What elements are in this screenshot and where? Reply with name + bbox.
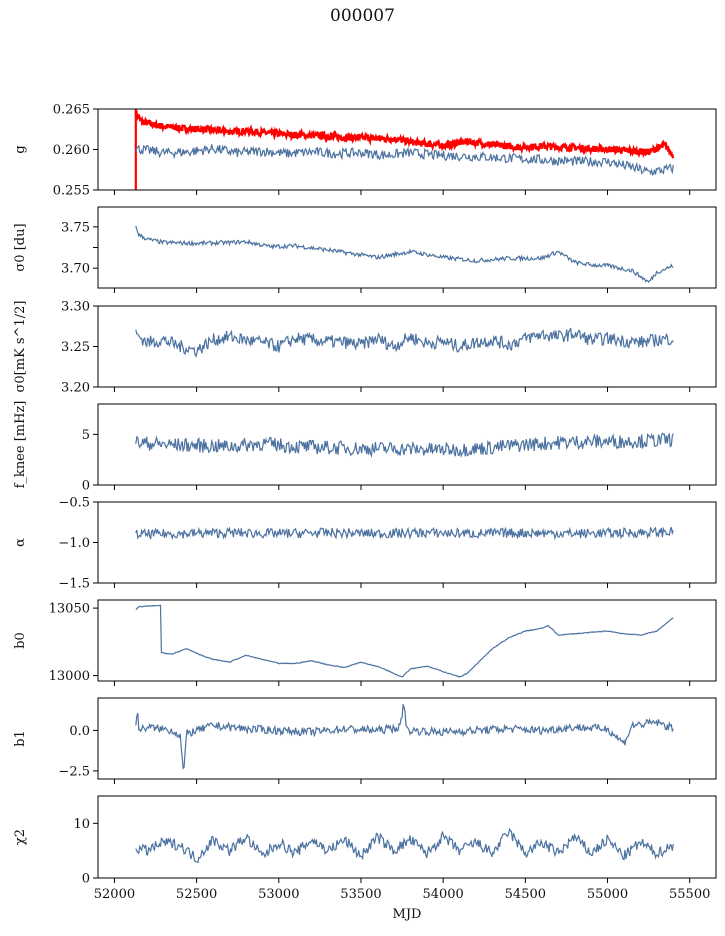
- y-tick-label: 10: [73, 817, 90, 832]
- panel-1: 0.255 0.260 0.265 g: [13, 103, 717, 199]
- panel-7: −2.5 0.0 b1: [13, 697, 717, 784]
- y-tick-label: 3.25: [61, 340, 90, 355]
- x-tick-label: 55500: [669, 887, 710, 902]
- series-line-blue-4: [135, 432, 674, 459]
- y-tick-label: 3.70: [61, 262, 90, 277]
- x-tick-label: 54500: [505, 887, 546, 902]
- y-axis-label: g: [13, 145, 28, 153]
- axes-frame: [97, 501, 717, 584]
- y-tick-label: −2.5: [58, 764, 90, 779]
- axes-frame: [97, 305, 717, 388]
- panel-8: 0 10 χ2: [13, 795, 717, 887]
- y-tick-label: 3.20: [61, 381, 90, 396]
- panel-4: 0 5 f_knee [mHz]: [13, 401, 717, 494]
- series-line-blue-1: [135, 144, 674, 177]
- panel-3: 3.20 3.25 3.30 σ0[mK s^1/2]: [13, 300, 717, 396]
- y-tick-label: −0.5: [58, 496, 90, 511]
- series-line-blue-2: [135, 225, 674, 284]
- y-tick-label: 3.75: [61, 220, 90, 235]
- axes-frame: [97, 403, 717, 486]
- series-line-blue-3: [135, 327, 674, 358]
- y-tick-label: 0.0: [69, 724, 90, 739]
- x-tick-label: 55000: [587, 887, 628, 902]
- series-line-blue-6: [135, 604, 674, 678]
- series-line-blue-5: [135, 526, 674, 541]
- y-tick-label: 0.255: [53, 184, 90, 199]
- y-tick-label: 0.265: [53, 103, 90, 118]
- series-line-blue-7: [135, 704, 674, 770]
- y-tick-label: 13050: [49, 602, 90, 617]
- y-tick-label: 5: [82, 428, 90, 443]
- axes-frame: [97, 697, 717, 780]
- y-axis-label: σ0[mK s^1/2]: [13, 301, 28, 393]
- y-axis-label: f_knee [mHz]: [13, 401, 28, 489]
- axes-frame: [97, 795, 717, 879]
- x-tick-label: 53000: [258, 887, 299, 902]
- y-tick-label: −1.5: [58, 577, 90, 592]
- x-tick-label: 52500: [176, 887, 217, 902]
- y-tick-label: 0.260: [53, 143, 90, 158]
- y-axis-label: b1: [13, 730, 28, 747]
- x-tick-label: 52000: [94, 887, 135, 902]
- y-tick-label: 0: [82, 872, 90, 887]
- x-axis-label: MJD: [393, 907, 422, 922]
- y-axis-label: b0: [13, 632, 28, 649]
- x-tick-label: 54000: [422, 887, 463, 902]
- axes-frame: [97, 206, 717, 289]
- y-axis-label: α: [13, 538, 28, 547]
- series-line-blue-8: [135, 827, 674, 864]
- panel-2: 3.70 3.75 σ0 [du]: [13, 206, 717, 293]
- y-axis-label: χ2: [13, 829, 28, 845]
- axes-frame: [97, 599, 717, 682]
- figure-title: 000007: [330, 6, 395, 26]
- panel-6: 13000 13050 b0: [13, 599, 717, 686]
- y-tick-label: 13000: [49, 669, 90, 684]
- series-line-red-1: [134, 110, 675, 159]
- y-axis-label: σ0 [du]: [13, 223, 28, 271]
- y-tick-label: −1.0: [58, 536, 90, 551]
- panel-5: −1.5 −1.0 −0.5 α: [13, 496, 717, 592]
- y-tick-label: 0: [82, 479, 90, 494]
- x-tick-label: 53500: [340, 887, 381, 902]
- y-tick-label: 3.30: [61, 300, 90, 315]
